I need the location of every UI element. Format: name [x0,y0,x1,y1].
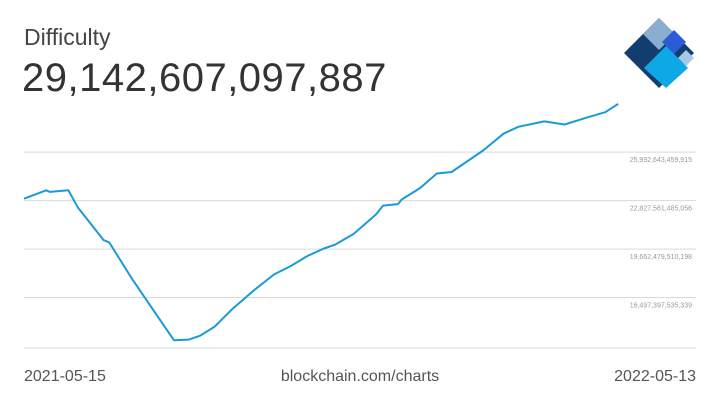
y-tick-label: 16,497,397,535,339 [630,303,692,310]
current-value: 29,142,607,097,887 [22,56,387,100]
y-tick-label: 25,992,643,459,915 [630,157,692,164]
logo-diamond-cyan [644,46,688,88]
chart-title: Difficulty [24,24,111,50]
end-date-label: 2022-05-13 [614,368,696,385]
difficulty-chart: 16,497,397,535,339 19,662,479,510,198 22,8… [23,103,696,349]
grid-lines [24,151,696,349]
difficulty-series-line [23,103,619,342]
source-link[interactable]: blockchain.com/charts [280,368,440,385]
y-tick-labels: 16,497,397,535,339 19,662,479,510,198 22,8… [630,157,692,309]
start-date-label: 2021-05-15 [24,368,106,385]
series-line-layer [23,103,619,342]
y-tick-label: 19,662,479,510,198 [630,254,692,261]
y-tick-label: 22,827,561,485,056 [630,206,692,213]
blockchain-logo-icon [624,18,694,88]
